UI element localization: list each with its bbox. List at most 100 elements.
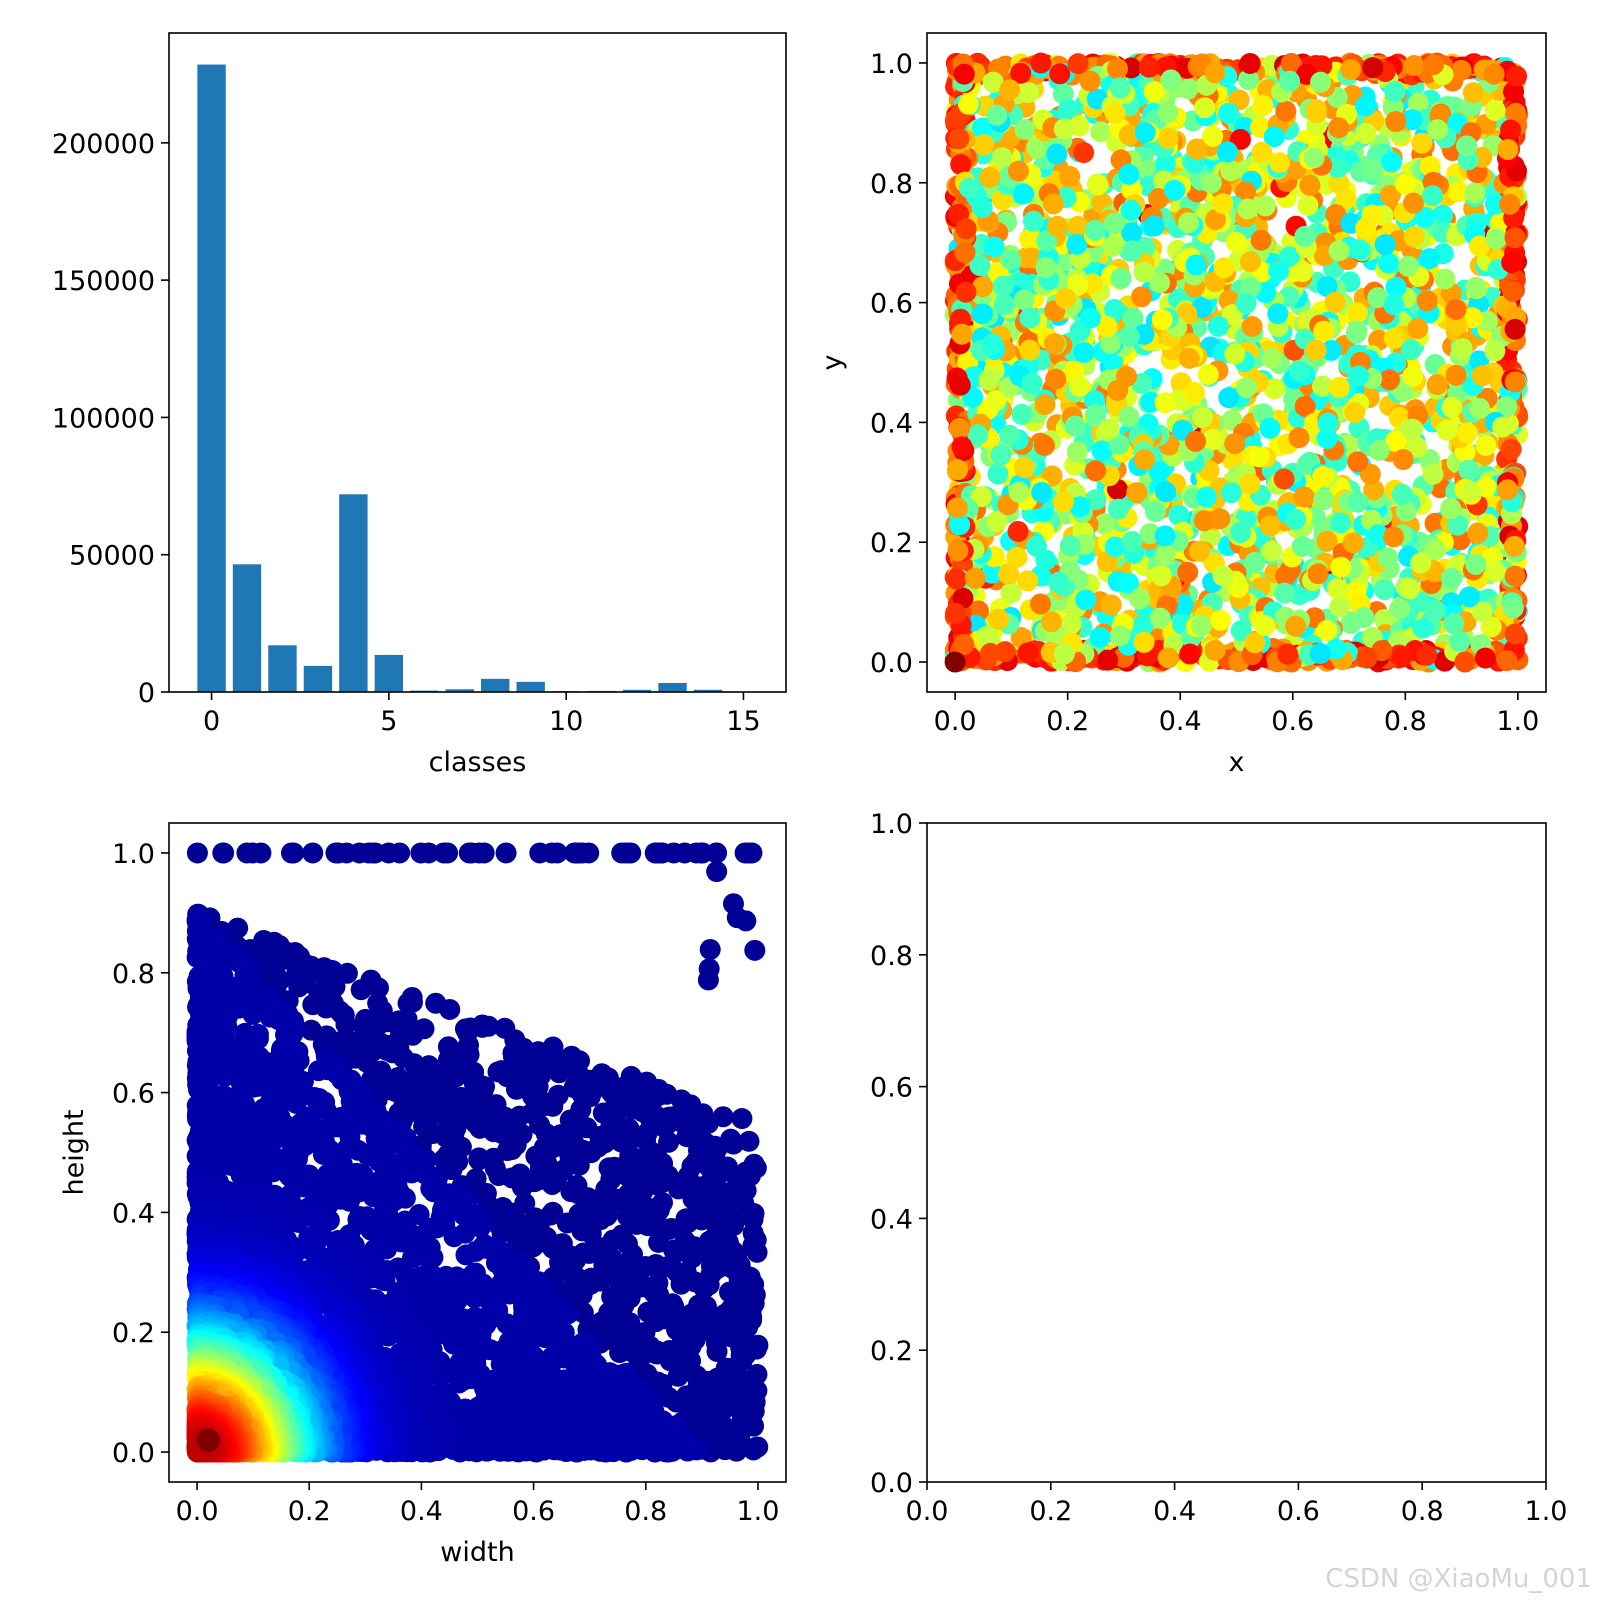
xy-point bbox=[982, 333, 1004, 355]
xy-point bbox=[1374, 234, 1396, 256]
xy-point bbox=[1224, 433, 1246, 455]
wh-point bbox=[302, 842, 324, 864]
xy-point bbox=[1240, 276, 1262, 298]
xy-point bbox=[1497, 479, 1519, 501]
y-tick-label: 0.8 bbox=[112, 959, 155, 990]
xy-point bbox=[1504, 371, 1526, 393]
xy-point bbox=[1221, 304, 1243, 326]
xy-point bbox=[1251, 141, 1273, 163]
xy-point bbox=[1017, 570, 1039, 592]
xy-point bbox=[1104, 298, 1126, 320]
xy-point bbox=[947, 540, 969, 562]
wh-point bbox=[490, 1353, 512, 1375]
wh-point bbox=[433, 842, 455, 864]
bar-class-1 bbox=[232, 564, 262, 692]
xy-point bbox=[1467, 522, 1489, 544]
xy-point bbox=[969, 254, 991, 276]
y-axis-label: height bbox=[59, 1109, 90, 1195]
xy-point bbox=[1354, 95, 1376, 117]
xy-point bbox=[1324, 291, 1346, 313]
xy-point bbox=[1400, 339, 1422, 361]
xy-point bbox=[1087, 174, 1109, 196]
xy-point bbox=[1303, 147, 1325, 169]
xy-point bbox=[1154, 392, 1176, 414]
wh-point bbox=[726, 907, 748, 929]
xy-point bbox=[1204, 639, 1226, 661]
xy-point bbox=[1090, 121, 1112, 143]
xy-point bbox=[992, 275, 1014, 297]
xy-point bbox=[1057, 98, 1079, 120]
xy-point bbox=[1006, 546, 1028, 568]
xy-point bbox=[1443, 613, 1465, 635]
xy-point bbox=[973, 134, 995, 156]
y-axis-label: y bbox=[817, 354, 848, 370]
xy-point bbox=[959, 177, 981, 199]
xy-point bbox=[1309, 642, 1331, 664]
xy-point bbox=[1017, 642, 1039, 664]
xy-point bbox=[1279, 246, 1301, 268]
xy-point bbox=[1356, 647, 1378, 669]
wh-point bbox=[401, 1162, 423, 1184]
xy-point bbox=[1013, 183, 1035, 205]
xy-point bbox=[1213, 257, 1235, 279]
wh-point bbox=[658, 1131, 680, 1153]
xy-point bbox=[1465, 276, 1487, 298]
bar-class-9 bbox=[516, 681, 545, 692]
bar-class-0 bbox=[197, 64, 226, 692]
xy-point bbox=[1268, 260, 1290, 282]
xy-point bbox=[1475, 476, 1497, 498]
xy-point bbox=[1109, 77, 1131, 99]
wh-point bbox=[487, 1061, 509, 1083]
xy-point bbox=[1395, 500, 1417, 522]
xy-point bbox=[1504, 623, 1526, 645]
xy-point bbox=[1342, 532, 1364, 554]
x-tick-label: 1.0 bbox=[1496, 706, 1539, 737]
xy-point bbox=[1200, 172, 1222, 194]
xy-point bbox=[1377, 252, 1399, 274]
wh-point bbox=[742, 1235, 764, 1257]
xy-point bbox=[1347, 451, 1369, 473]
xy-point bbox=[999, 79, 1021, 101]
xy-point bbox=[1501, 252, 1523, 274]
xy-point bbox=[1483, 63, 1505, 85]
xy-point bbox=[1075, 589, 1097, 611]
xy-point bbox=[1410, 552, 1432, 574]
xy-point bbox=[1053, 643, 1075, 665]
xy-point bbox=[1230, 620, 1252, 642]
xy-point bbox=[1503, 535, 1525, 557]
xy-point bbox=[1193, 510, 1215, 532]
xy-point bbox=[1259, 417, 1281, 439]
xy-point bbox=[1414, 206, 1436, 228]
xy-point bbox=[1469, 235, 1491, 257]
xy-point bbox=[1505, 102, 1527, 124]
xy-point bbox=[950, 154, 972, 176]
xy-point bbox=[1451, 338, 1473, 360]
xy-point bbox=[1269, 152, 1291, 174]
xy-point bbox=[1317, 412, 1339, 434]
xy-point bbox=[1121, 530, 1143, 552]
xy-point bbox=[1011, 403, 1033, 425]
xy-point bbox=[1052, 491, 1074, 513]
bar-class-13 bbox=[658, 682, 687, 692]
x-axis-label: x bbox=[1229, 747, 1245, 778]
xy-point bbox=[1178, 347, 1200, 369]
xy-point bbox=[990, 444, 1012, 466]
wh-point bbox=[186, 842, 208, 864]
xy-point bbox=[1403, 55, 1425, 77]
xy-point bbox=[1392, 380, 1414, 402]
wh-point bbox=[718, 1281, 740, 1303]
y-tick-label: 0 bbox=[138, 678, 155, 709]
xy-point bbox=[1355, 123, 1377, 145]
xy-point bbox=[1316, 619, 1338, 641]
xy-point bbox=[1348, 365, 1370, 387]
xy-point bbox=[1155, 481, 1177, 503]
xy-point bbox=[1107, 498, 1129, 520]
xy-point bbox=[1040, 611, 1062, 633]
xy-point bbox=[1030, 52, 1052, 74]
xy-point bbox=[1220, 482, 1242, 504]
xy-point bbox=[998, 563, 1020, 585]
bar-class-5 bbox=[374, 654, 404, 692]
xy-point bbox=[1471, 601, 1493, 623]
xy-point bbox=[1294, 225, 1316, 247]
